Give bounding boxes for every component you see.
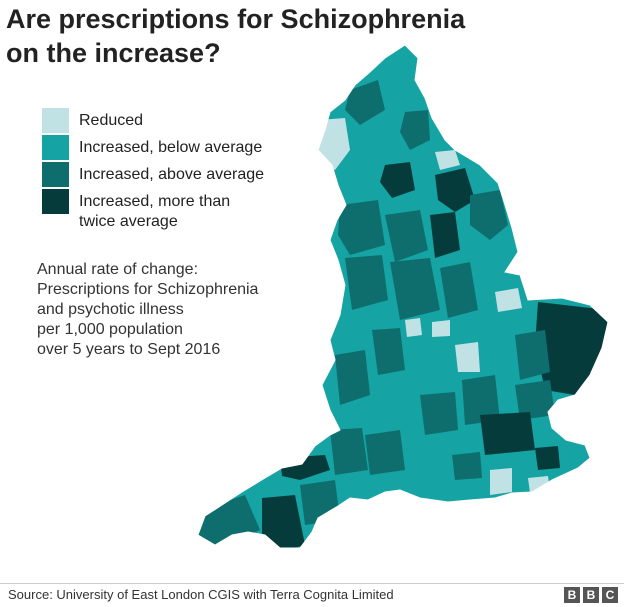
region-below-dorset <box>345 478 395 510</box>
region-above-wiltshire <box>365 430 405 475</box>
region-above-oxfordshire <box>420 392 458 435</box>
legend-swatch <box>42 135 69 160</box>
map-legend: Reduced Increased, below average Increas… <box>42 108 269 233</box>
region-reduced-midlands-a <box>405 318 422 337</box>
region-twice-norfolk <box>535 302 608 395</box>
region-above-tyneside <box>400 110 430 150</box>
bbc-logo-block: B <box>564 587 580 603</box>
legend-item-above-average: Increased, above average <box>42 162 269 189</box>
region-twice-kent-a <box>535 446 560 470</box>
region-above-nottinghamshire <box>440 262 478 318</box>
footer-divider <box>0 583 624 584</box>
map-description: Annual rate of change: Prescriptions for… <box>37 260 297 360</box>
legend-item-twice-average: Increased, more than twice average <box>42 189 269 233</box>
region-above-west-midlands <box>372 328 405 375</box>
region-twice-durham-dales <box>380 162 415 198</box>
region-reduced-lincs-south <box>495 288 522 312</box>
description-line: and psychotic illness <box>37 301 184 318</box>
bbc-logo-block: B <box>583 587 599 603</box>
region-above-essex <box>515 380 555 420</box>
region-above-shropshire <box>335 350 370 405</box>
region-below-lincolnshire <box>480 242 520 290</box>
description-line: Prescriptions for Schizophrenia <box>37 281 259 298</box>
region-above-surrey <box>452 452 482 480</box>
legend-label: Increased, more than twice average <box>79 193 231 230</box>
chart-title: Are prescriptions for Schizophrenia on t… <box>6 2 616 70</box>
legend-swatch <box>42 162 69 187</box>
description-line: over 5 years to Sept 2016 <box>37 341 221 358</box>
region-above-lancashire <box>338 200 385 255</box>
region-reduced-midlands-b <box>432 320 450 337</box>
description-line: Annual rate of change: <box>37 261 199 278</box>
region-above-northumberland <box>345 80 385 125</box>
region-above-derbyshire <box>390 258 440 320</box>
legend-item-below-average: Increased, below average <box>42 135 269 162</box>
region-above-devon <box>300 480 340 525</box>
region-above-east-riding <box>470 190 508 240</box>
region-reduced-kent-coast <box>528 476 550 493</box>
legend-item-reduced: Reduced <box>42 108 269 135</box>
region-reduced-northants <box>455 342 480 372</box>
region-twice-london <box>480 412 535 455</box>
region-above-west-yorkshire <box>385 210 428 262</box>
region-twice-north-yorkshire <box>435 168 475 212</box>
legend-label: Reduced <box>79 112 144 129</box>
region-above-somerset <box>330 428 368 475</box>
england-outline <box>197 44 609 549</box>
legend-label: Increased, below average <box>79 139 263 156</box>
legend-swatch <box>42 189 69 214</box>
bbc-logo-block: C <box>602 587 618 603</box>
legend-label: Increased, above average <box>79 166 265 183</box>
region-above-cheshire <box>345 255 388 310</box>
legend-swatch <box>42 108 69 133</box>
title-line-1: Are prescriptions for Schizophrenia <box>6 4 466 34</box>
description-line: per 1,000 population <box>37 321 183 338</box>
title-line-2: on the increase? <box>6 38 221 68</box>
region-twice-plymouth <box>262 495 305 548</box>
region-reduced-sussex <box>490 468 512 495</box>
source-credit: Source: University of East London CGIS w… <box>8 587 394 602</box>
region-below-hampshire <box>400 455 445 498</box>
region-twice-south-yorkshire <box>430 212 460 258</box>
bbc-logo: B B C <box>564 587 618 603</box>
region-above-hertfordshire <box>462 375 500 425</box>
region-reduced-teesside <box>435 150 460 170</box>
region-above-cambridgeshire <box>515 330 550 380</box>
